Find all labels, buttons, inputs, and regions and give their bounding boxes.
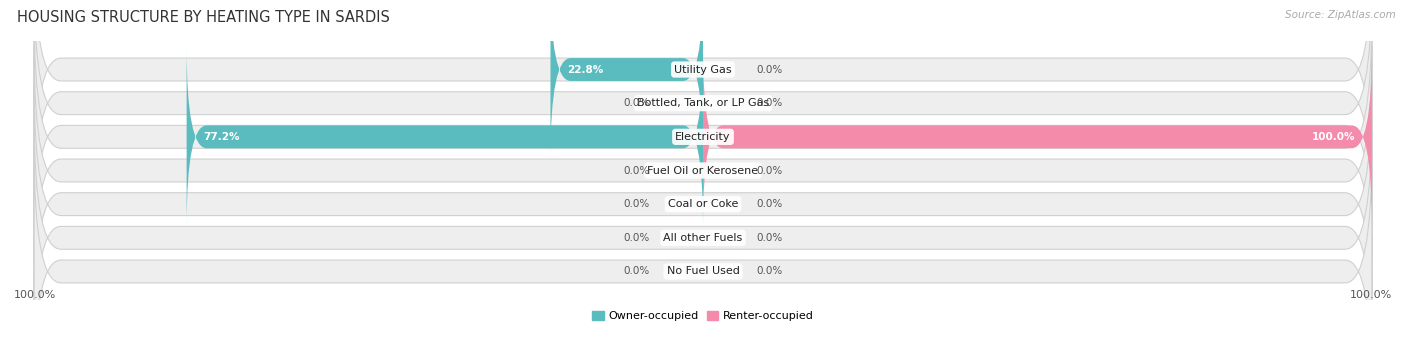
Text: 0.0%: 0.0% — [756, 233, 783, 243]
Text: 77.2%: 77.2% — [204, 132, 240, 142]
Text: HOUSING STRUCTURE BY HEATING TYPE IN SARDIS: HOUSING STRUCTURE BY HEATING TYPE IN SAR… — [17, 10, 389, 25]
Text: Source: ZipAtlas.com: Source: ZipAtlas.com — [1285, 10, 1396, 20]
FancyBboxPatch shape — [34, 148, 1372, 341]
Text: Electricity: Electricity — [675, 132, 731, 142]
Text: 0.0%: 0.0% — [756, 165, 783, 176]
Text: 100.0%: 100.0% — [14, 290, 56, 300]
Text: Utility Gas: Utility Gas — [675, 64, 731, 75]
Text: 100.0%: 100.0% — [1350, 290, 1392, 300]
FancyBboxPatch shape — [34, 81, 1372, 327]
Text: 0.0%: 0.0% — [623, 199, 650, 209]
FancyBboxPatch shape — [34, 47, 1372, 294]
Text: 0.0%: 0.0% — [756, 64, 783, 75]
Text: 0.0%: 0.0% — [623, 266, 650, 277]
Text: No Fuel Used: No Fuel Used — [666, 266, 740, 277]
Text: 0.0%: 0.0% — [756, 98, 783, 108]
FancyBboxPatch shape — [34, 115, 1372, 341]
Text: 0.0%: 0.0% — [756, 266, 783, 277]
Text: 0.0%: 0.0% — [623, 165, 650, 176]
Text: 0.0%: 0.0% — [623, 98, 650, 108]
Text: Coal or Coke: Coal or Coke — [668, 199, 738, 209]
Text: 0.0%: 0.0% — [756, 199, 783, 209]
Text: Fuel Oil or Kerosene: Fuel Oil or Kerosene — [647, 165, 759, 176]
FancyBboxPatch shape — [703, 47, 1372, 226]
FancyBboxPatch shape — [551, 0, 703, 159]
Text: 22.8%: 22.8% — [567, 64, 603, 75]
FancyBboxPatch shape — [34, 0, 1372, 193]
FancyBboxPatch shape — [34, 0, 1372, 226]
Legend: Owner-occupied, Renter-occupied: Owner-occupied, Renter-occupied — [588, 306, 818, 326]
Text: All other Fuels: All other Fuels — [664, 233, 742, 243]
FancyBboxPatch shape — [34, 14, 1372, 260]
Text: Bottled, Tank, or LP Gas: Bottled, Tank, or LP Gas — [637, 98, 769, 108]
FancyBboxPatch shape — [187, 47, 703, 226]
Text: 0.0%: 0.0% — [623, 233, 650, 243]
Text: 100.0%: 100.0% — [1312, 132, 1355, 142]
